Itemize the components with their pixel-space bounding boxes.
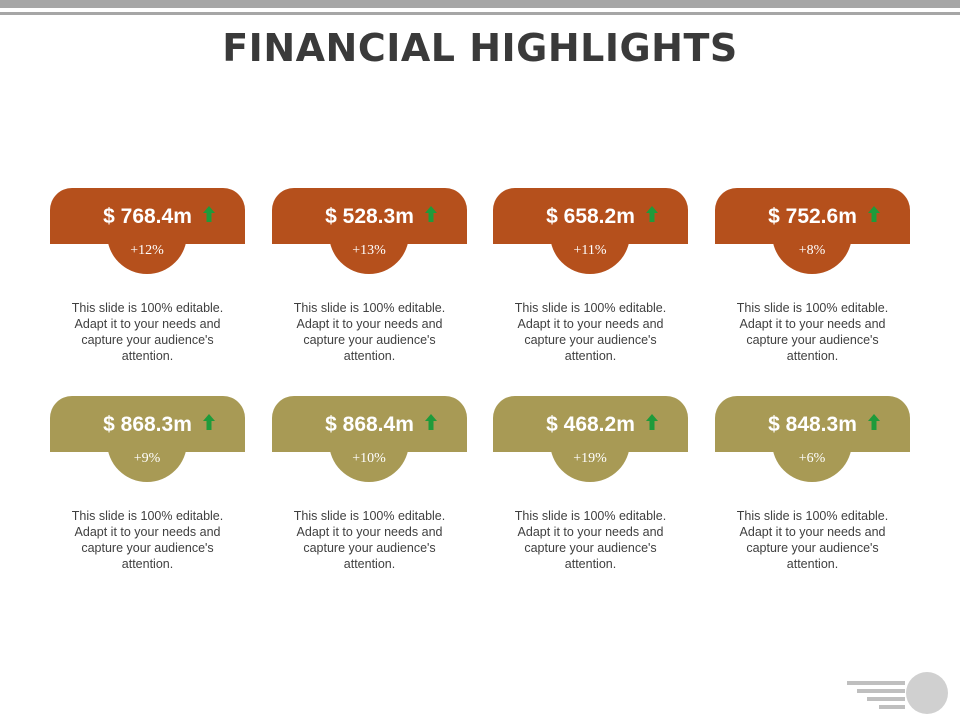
highlight-card: $ 768.4m +12% This slide is 100% editabl…	[50, 188, 245, 363]
arrow-up-icon	[646, 206, 658, 222]
page-title: FINANCIAL HIGHLIGHTS	[222, 26, 738, 70]
top-stripe-thin	[0, 12, 960, 15]
highlight-card: $ 868.4m +10% This slide is 100% editabl…	[272, 396, 467, 571]
card-description: This slide is 100% editable. Adapt it to…	[736, 301, 889, 363]
card-value: $ 752.6m	[768, 205, 857, 228]
card-value: $ 868.4m	[325, 413, 414, 436]
card-value: $ 528.3m	[325, 205, 414, 228]
card-change: +19%	[573, 451, 607, 466]
card-description: This slide is 100% editable. Adapt it to…	[71, 509, 224, 571]
highlight-card: $ 658.2m +11% This slide is 100% editabl…	[493, 188, 688, 363]
card-change: +13%	[352, 243, 386, 258]
arrow-up-icon	[646, 414, 658, 430]
card-change: +11%	[573, 243, 607, 258]
highlight-card: $ 752.6m +8% This slide is 100% editable…	[715, 188, 910, 363]
card-change: +6%	[798, 451, 826, 466]
arrow-up-icon	[203, 206, 215, 222]
card-description: This slide is 100% editable. Adapt it to…	[293, 301, 446, 363]
card-description: This slide is 100% editable. Adapt it to…	[514, 509, 667, 571]
highlight-card: $ 468.2m +19% This slide is 100% editabl…	[493, 396, 688, 571]
card-value: $ 658.2m	[546, 205, 635, 228]
top-stripe-thick	[0, 0, 960, 8]
card-description: This slide is 100% editable. Adapt it to…	[514, 301, 667, 363]
highlight-card: $ 868.3m +9% This slide is 100% editable…	[50, 396, 245, 571]
arrow-up-icon	[868, 206, 880, 222]
card-change: +9%	[133, 451, 161, 466]
card-value: $ 468.2m	[546, 413, 635, 436]
arrow-up-icon	[425, 206, 437, 222]
card-value: $ 768.4m	[103, 205, 192, 228]
card-change: +8%	[798, 243, 826, 258]
card-description: This slide is 100% editable. Adapt it to…	[71, 301, 224, 363]
decorative-lines-circle-icon	[847, 672, 948, 714]
highlight-card: $ 848.3m +6% This slide is 100% editable…	[715, 396, 910, 571]
card-description: This slide is 100% editable. Adapt it to…	[293, 509, 446, 571]
card-description: This slide is 100% editable. Adapt it to…	[736, 509, 889, 571]
card-change: +10%	[352, 451, 386, 466]
card-change: +12%	[130, 243, 164, 258]
highlight-card: $ 528.3m +13% This slide is 100% editabl…	[272, 188, 467, 363]
arrow-up-icon	[425, 414, 437, 430]
arrow-up-icon	[203, 414, 215, 430]
card-value: $ 868.3m	[103, 413, 192, 436]
card-value: $ 848.3m	[768, 413, 857, 436]
arrow-up-icon	[868, 414, 880, 430]
